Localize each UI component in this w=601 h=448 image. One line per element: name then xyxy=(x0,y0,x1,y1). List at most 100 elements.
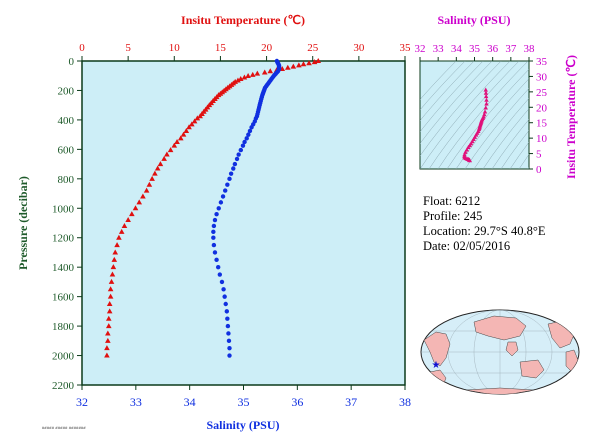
salinity-point xyxy=(222,294,227,299)
temperature-point xyxy=(109,271,116,277)
pressure-tick-label: 400 xyxy=(58,115,75,127)
salinity-point xyxy=(232,161,238,167)
ts-contour-line xyxy=(420,61,502,157)
temperature-tick-label: 15 xyxy=(215,42,227,54)
salinity-tick-label: 33 xyxy=(130,395,142,409)
temperature-point xyxy=(129,211,135,217)
ts-contour-line xyxy=(437,61,529,169)
salinity-point xyxy=(228,171,234,176)
salinity-point xyxy=(211,242,217,248)
salinity-point xyxy=(220,194,226,199)
salinity-point xyxy=(214,257,219,263)
salinity-point xyxy=(212,250,218,255)
ts-contour-line xyxy=(420,61,484,133)
salinity-point xyxy=(217,272,223,277)
temperature-tick-label: 5 xyxy=(125,42,131,54)
salinity-point xyxy=(236,152,241,157)
temperature-point xyxy=(261,69,268,75)
main-axis-ticks xyxy=(77,56,406,390)
salinity-tick-label: 34 xyxy=(184,395,196,409)
temperature-point xyxy=(177,135,184,141)
salinity-point xyxy=(218,200,224,205)
temperature-point xyxy=(105,323,112,329)
pressure-tick-label: 800 xyxy=(58,174,75,186)
temperature-point xyxy=(108,278,115,284)
salinity-point xyxy=(231,166,236,171)
footer-text: ##### ##### ####### xyxy=(42,425,86,430)
temperature-point xyxy=(245,73,251,79)
temperature-tick-labels: 0 5 10 15 20 25 30 35 xyxy=(79,42,411,54)
temperature-point xyxy=(125,217,131,223)
temperature-point xyxy=(152,170,158,176)
temperature-point xyxy=(104,352,110,358)
date: Date: 02/05/2016 xyxy=(423,239,511,253)
ts-contour-line xyxy=(420,61,511,169)
ts-point xyxy=(467,158,472,163)
ts-salinity-tick-label: 35 xyxy=(469,43,481,55)
salinity-point xyxy=(234,156,240,162)
salinity-point xyxy=(225,323,231,329)
ts-contour-line xyxy=(420,61,475,121)
pressure-tick-label: 1400 xyxy=(52,262,75,274)
temperature-point xyxy=(254,70,261,76)
ts-point xyxy=(464,147,470,152)
temperature-point xyxy=(300,61,307,67)
temperature-point xyxy=(171,142,178,148)
ts-salinity-tick-labels: 32 33 34 35 36 37 38 xyxy=(415,43,536,55)
ts-salinity-tick-label: 36 xyxy=(487,43,499,55)
salinity-point xyxy=(211,235,216,240)
temperature-tick-label: 10 xyxy=(169,42,181,54)
temperature-point xyxy=(249,71,256,77)
salinity-series xyxy=(211,58,282,358)
temperature-point xyxy=(241,74,248,80)
ts-point xyxy=(482,109,488,114)
ts-contour-line xyxy=(491,118,529,169)
ts-temperature-tick-label: 0 xyxy=(536,164,542,176)
temperature-point xyxy=(106,301,113,306)
temperature-point xyxy=(143,187,150,193)
ts-temperature-tick-labels: 0 5 10 15 20 25 30 35 xyxy=(536,56,548,176)
temperature-point xyxy=(311,59,318,65)
ts-temperature-tick-label: 25 xyxy=(536,87,548,99)
temperature-point xyxy=(197,113,203,119)
temperature-point xyxy=(136,199,143,205)
ts-series xyxy=(462,87,489,163)
pressure-tick-label: 600 xyxy=(58,144,75,156)
pressure-axis-title: Pressure (decibar) xyxy=(16,176,30,270)
ts-contour-line xyxy=(420,61,457,100)
salinity-point xyxy=(227,345,232,351)
main-plot-area xyxy=(81,60,406,386)
temperature-point xyxy=(164,151,170,157)
temperature-tick-label: 20 xyxy=(261,42,273,54)
temperature-point xyxy=(105,337,111,343)
temperature-point xyxy=(194,115,201,121)
temperature-tick-label: 25 xyxy=(307,42,319,54)
salinity-point xyxy=(226,338,232,344)
salinity-point xyxy=(244,136,249,141)
ts-salinity-tick-label: 34 xyxy=(451,43,463,55)
temperature-point xyxy=(105,330,111,336)
temperature-tick-label: 30 xyxy=(353,42,365,54)
temperature-point xyxy=(107,293,114,299)
temperature-point xyxy=(183,127,190,133)
salinity-tick-label: 36 xyxy=(291,395,303,409)
temperature-tick-label: 0 xyxy=(79,42,85,54)
ts-contour-line xyxy=(420,61,493,144)
salinity-point xyxy=(249,125,254,130)
temperature-point xyxy=(118,228,125,234)
temperature-point xyxy=(180,131,187,137)
temperature-point xyxy=(114,242,120,248)
pressure-tick-labels: 0 200 400 600 800 1000 1200 1400 1600 1800 2000 220… xyxy=(52,56,75,392)
ts-contour-line xyxy=(482,108,529,169)
salinity-point xyxy=(215,264,221,270)
salinity-tick-label: 37 xyxy=(345,395,357,409)
pressure-tick-label: 2200 xyxy=(52,380,75,392)
temperature-point xyxy=(146,181,153,187)
temperature-point xyxy=(267,68,274,74)
ts-salinity-tick-label: 37 xyxy=(505,43,517,55)
temperature-point xyxy=(290,63,297,69)
temperature-point xyxy=(121,222,128,228)
temperature-point xyxy=(110,264,117,270)
ts-point xyxy=(483,105,488,110)
ts-temperature-tick-label: 30 xyxy=(536,71,548,83)
